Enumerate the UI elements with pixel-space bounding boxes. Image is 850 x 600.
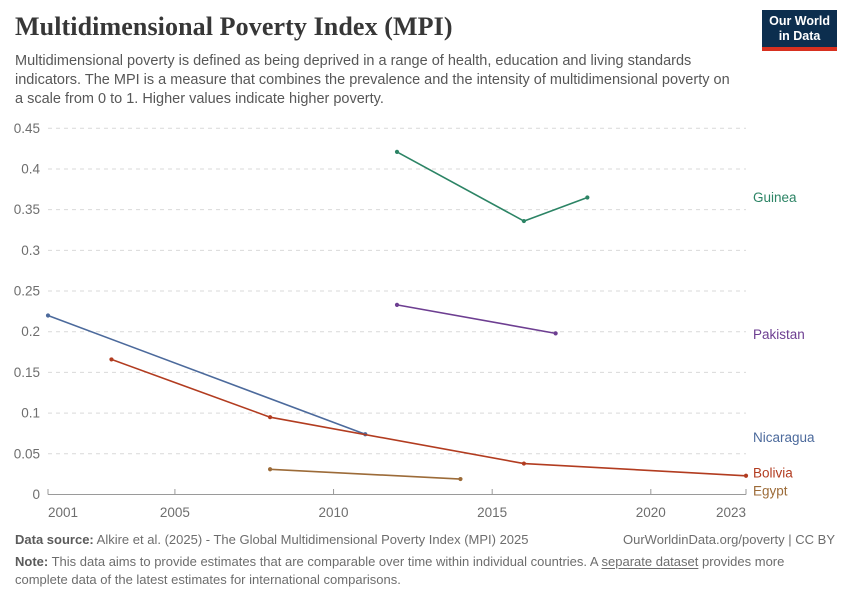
data-source-text: Alkire et al. (2025) - The Global Multid… xyxy=(96,532,529,547)
series-label-nicaragua[interactable]: Nicaragua xyxy=(753,430,815,445)
x-axis-tick-label: 2001 xyxy=(48,505,78,520)
data-point-bolivia[interactable] xyxy=(521,461,527,466)
y-axis-tick-label: 0.35 xyxy=(14,202,40,217)
data-point-guinea[interactable] xyxy=(394,149,400,154)
data-source: Data source: Alkire et al. (2025) - The … xyxy=(15,531,529,549)
owid-logo[interactable]: Our World in Data xyxy=(762,10,837,51)
series-label-guinea[interactable]: Guinea xyxy=(753,190,797,205)
data-point-egypt[interactable] xyxy=(458,476,463,482)
data-source-label: Data source: xyxy=(15,532,94,547)
data-point-pakistan[interactable] xyxy=(553,331,558,336)
x-axis-tick-label: 2005 xyxy=(160,505,190,520)
data-point-bolivia[interactable] xyxy=(267,415,273,420)
subtitle-line: a scale from 0 to 1. Higher values indic… xyxy=(15,91,384,107)
x-axis-tick-label: 2023 xyxy=(716,505,746,520)
series-label-pakistan[interactable]: Pakistan xyxy=(753,327,805,342)
note-text-pre: This data aims to provide estimates that… xyxy=(51,554,598,569)
data-point-egypt[interactable] xyxy=(267,467,273,472)
note-label: Note: xyxy=(15,554,49,569)
site-url-link[interactable]: OurWorldinData.org/poverty xyxy=(623,532,785,547)
data-point-bolivia[interactable] xyxy=(743,473,749,478)
series-line-pakistan[interactable] xyxy=(396,304,557,335)
separate-dataset-link[interactable]: separate dataset xyxy=(601,554,699,569)
x-axis-tick-label: 2020 xyxy=(636,505,666,520)
series-label-bolivia[interactable]: Bolivia xyxy=(753,465,793,480)
subtitle-line: Multidimensional poverty is defined as b… xyxy=(15,53,692,69)
data-point-guinea[interactable] xyxy=(521,218,527,224)
source-row: Data source: Alkire et al. (2025) - The … xyxy=(15,531,835,549)
license-badge[interactable]: CC BY xyxy=(795,532,835,547)
x-axis-tick-label: 2015 xyxy=(477,505,507,520)
series-label-egypt[interactable]: Egypt xyxy=(753,484,788,499)
y-axis-tick-label: 0.45 xyxy=(14,121,40,136)
owid-logo-line1: Our World xyxy=(769,14,830,28)
series-line-egypt[interactable] xyxy=(269,468,462,480)
y-axis-tick-label: 0.05 xyxy=(14,446,40,461)
subtitle-line: indicators. The MPI is a measure that co… xyxy=(15,72,730,88)
attribution: OurWorldinData.org/poverty | CC BY xyxy=(623,531,835,549)
y-axis-tick-label: 0 xyxy=(32,487,40,502)
owid-logo-line2: in Data xyxy=(778,29,821,43)
chart-subtitle: Multidimensional poverty is defined as b… xyxy=(15,52,805,109)
series-line-guinea[interactable] xyxy=(396,151,589,222)
data-point-pakistan[interactable] xyxy=(394,302,400,307)
note-text-post: provides more complete data of the lates… xyxy=(15,554,785,587)
y-axis-tick-label: 0.3 xyxy=(21,243,40,258)
y-axis-tick-label: 0.1 xyxy=(21,406,40,421)
data-point-bolivia[interactable] xyxy=(109,357,114,362)
chart-footer: Data source: Alkire et al. (2025) - The … xyxy=(15,531,835,589)
y-axis-tick-label: 0.15 xyxy=(14,365,40,380)
page-title: Multidimensional Poverty Index (MPI) xyxy=(15,12,453,41)
x-axis-tick-label: 2010 xyxy=(319,505,349,520)
series-line-bolivia[interactable] xyxy=(110,358,747,477)
note-row: Note: This data aims to provide estimate… xyxy=(15,553,810,589)
attribution-separator: | xyxy=(788,532,792,547)
data-point-nicaragua[interactable] xyxy=(45,313,51,318)
y-axis-tick-label: 0.4 xyxy=(21,161,40,176)
data-point-guinea[interactable] xyxy=(585,195,590,200)
series-line-nicaragua[interactable] xyxy=(47,314,367,436)
y-axis-tick-label: 0.2 xyxy=(21,324,40,339)
y-axis-tick-label: 0.25 xyxy=(14,284,40,299)
